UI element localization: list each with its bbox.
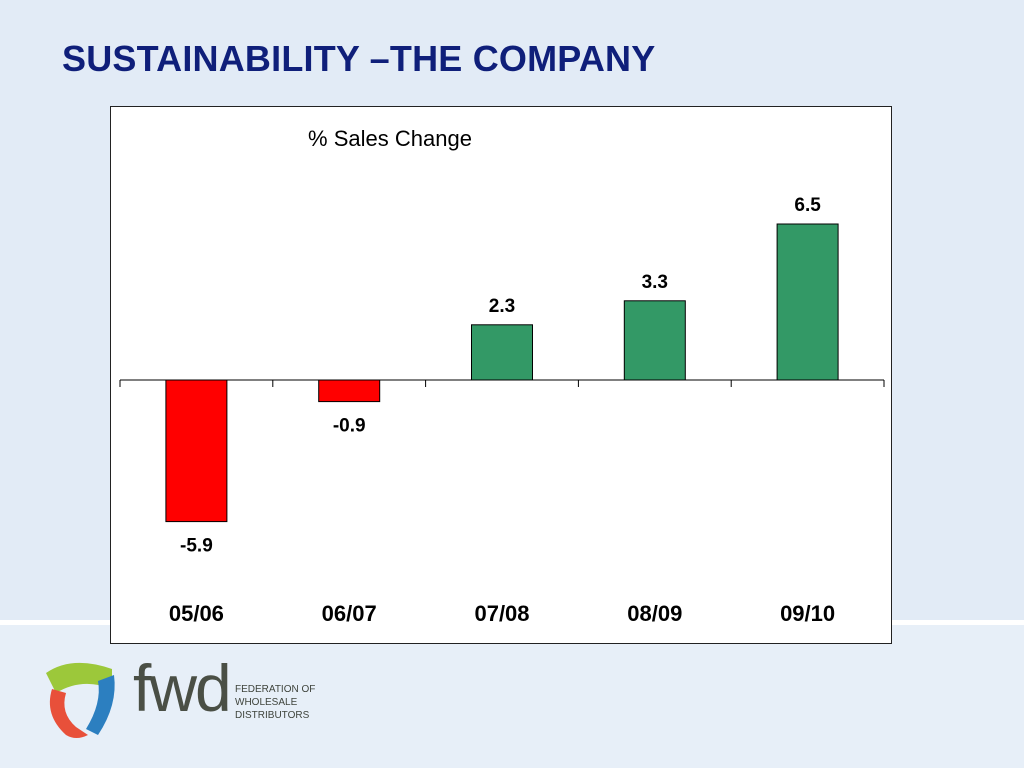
bar	[623, 300, 686, 381]
data-label: -5.9	[180, 536, 213, 557]
logo-red-leaf	[49, 689, 88, 738]
bar	[318, 379, 381, 403]
logo-green-leaf	[46, 662, 112, 693]
fwd-logo-mark	[46, 662, 115, 738]
x-tick-label: 06/07	[322, 601, 377, 626]
x-tick-label: 05/06	[169, 601, 224, 626]
data-label: -0.9	[333, 416, 366, 437]
logo-wordmark: fwd	[133, 651, 232, 725]
data-label: 6.5	[794, 195, 821, 216]
x-tick-label: 07/08	[474, 601, 529, 626]
chart-title: % Sales Change	[308, 126, 472, 151]
logo-subtitle-line-2: WHOLESALE	[235, 697, 298, 708]
logo-subtitle-line-1: FEDERATION OF	[235, 684, 316, 695]
bar	[165, 379, 228, 523]
chart-frame: -5.9 05/06 -0.9 06/07 2.3 07/08 3.3 08/09 6.5 09/…	[110, 106, 892, 644]
bar	[776, 223, 839, 381]
slide-background-bottom	[0, 625, 1024, 768]
slide-title: SUSTAINABILITY –THE COMPANY	[62, 38, 656, 79]
data-label: 2.3	[489, 296, 515, 317]
logo-blue-leaf	[86, 675, 115, 735]
x-tick-label: 09/10	[780, 601, 835, 626]
data-label: 3.3	[642, 272, 668, 293]
bar-chart: -5.9 05/06 -0.9 06/07 2.3 07/08 3.3 08/09 6.5 09/…	[119, 195, 885, 626]
logo-subtitle: FEDERATION OF WHOLESALE DISTRIBUTORS	[235, 683, 315, 722]
logo-subtitle-line-3: DISTRIBUTORS	[235, 710, 310, 721]
bar	[471, 324, 533, 381]
x-tick-label: 08/09	[627, 601, 682, 626]
